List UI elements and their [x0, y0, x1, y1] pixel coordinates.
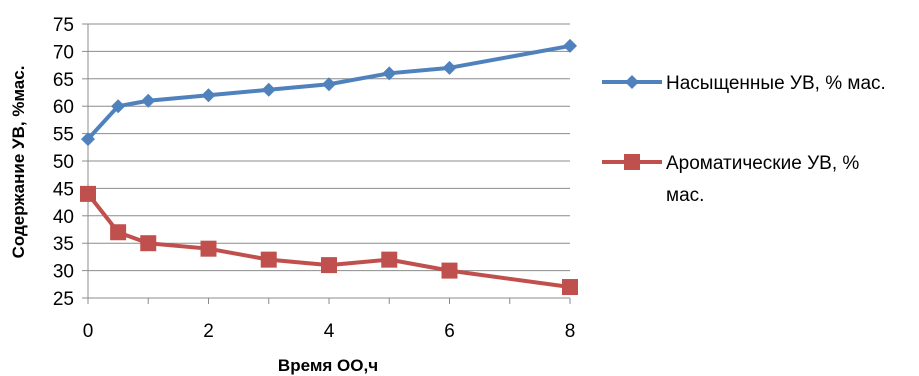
data-point-saturated: [111, 99, 126, 114]
data-point-aromatic: [441, 262, 458, 279]
series-line-saturated: [86, 43, 571, 141]
y-tick-label: 70: [53, 42, 74, 63]
x-tick-label: 4: [324, 321, 335, 342]
x-tick-labels: 0 2 4 6 8: [83, 321, 576, 342]
x-tick-label: 0: [83, 321, 94, 342]
data-point-saturated: [81, 132, 95, 147]
x-tick-label: 6: [444, 321, 455, 342]
data-point-saturated: [201, 88, 216, 103]
data-point-saturated: [322, 77, 336, 92]
x-tick-label: 8: [565, 321, 576, 342]
y-tick-label: 45: [53, 179, 74, 200]
data-point-saturated: [563, 38, 577, 53]
legend-label: Ароматические УВ, %: [666, 153, 859, 174]
legend: Насыщенные УВ, % мас. Ароматические УВ, %…: [602, 73, 886, 206]
y-tick-label: 65: [53, 70, 74, 91]
data-point-saturated: [382, 66, 397, 81]
legend-item-aromatic: Ароматические УВ, % мас.: [602, 153, 859, 206]
y-tick-labels: 25 30 35 40 45 50 55 60 65 70 75: [53, 15, 74, 310]
data-point-aromatic: [80, 185, 96, 202]
y-tick-label: 60: [53, 97, 74, 118]
y-tick-label: 30: [53, 262, 74, 283]
y-tick-label: 50: [53, 152, 74, 173]
data-point-aromatic: [200, 240, 217, 257]
legend-label: мас.: [666, 185, 704, 206]
data-point-aromatic: [260, 251, 277, 268]
axes: [82, 23, 571, 304]
data-point-aromatic: [140, 235, 157, 252]
legend-swatch-marker: [624, 154, 640, 170]
legend-swatch-marker: [625, 75, 639, 89]
y-tick-label: 35: [53, 234, 74, 255]
legend-label: Насыщенные УВ, % мас.: [666, 73, 886, 94]
x-tick-label: 2: [203, 321, 214, 342]
series-group: [80, 38, 578, 296]
x-axis-title: Время ОО,ч: [278, 356, 378, 375]
data-point-aromatic: [110, 224, 127, 241]
data-point-aromatic: [381, 251, 398, 268]
y-tick-label: 40: [53, 207, 74, 228]
legend-item-saturated: Насыщенные УВ, % мас.: [602, 73, 886, 94]
data-point-saturated: [141, 93, 156, 108]
data-point-aromatic: [562, 279, 578, 296]
y-axis-title: Содержание УВ, %мас.: [9, 66, 28, 259]
data-point-saturated: [261, 82, 276, 97]
y-tick-label: 75: [53, 15, 74, 36]
y-tick-label: 55: [53, 125, 74, 146]
data-point-saturated: [442, 60, 457, 75]
data-point-aromatic: [321, 257, 337, 274]
y-tick-label: 25: [53, 289, 74, 310]
